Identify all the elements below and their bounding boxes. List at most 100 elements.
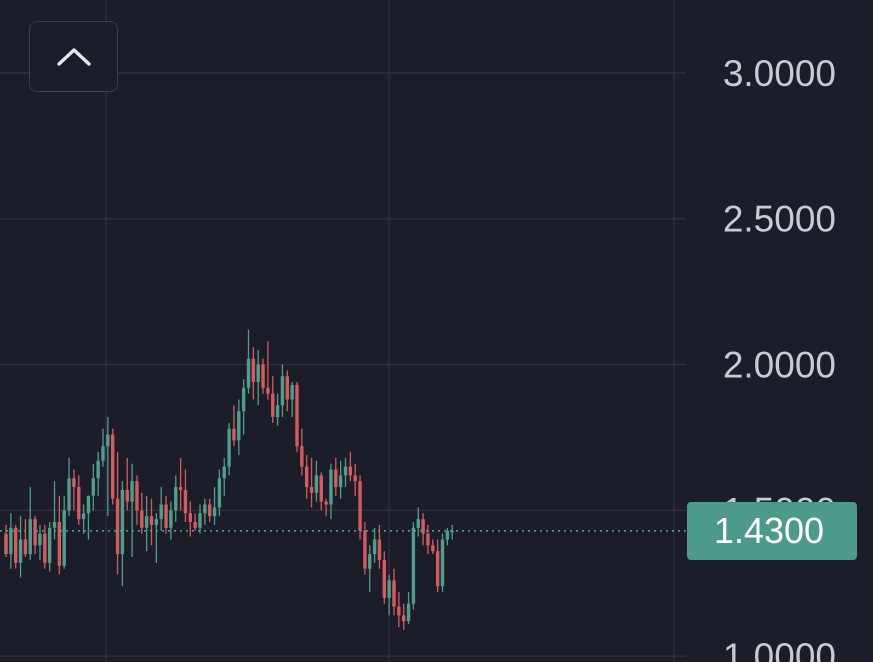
candle (81, 504, 86, 534)
candle-body (208, 504, 212, 517)
candle-body (140, 510, 144, 528)
candle-body (9, 527, 13, 555)
candle-series (4, 329, 454, 630)
candle-body (363, 530, 367, 569)
collapse-button[interactable] (29, 21, 118, 92)
candle-body (402, 615, 406, 622)
candle (77, 475, 81, 525)
candle-body (305, 466, 309, 488)
candle-body (77, 487, 81, 520)
candle (28, 487, 32, 560)
candle (372, 527, 377, 563)
candle-body (212, 507, 217, 517)
candle-body (261, 364, 265, 388)
candle (159, 487, 163, 531)
candle-body (227, 428, 231, 467)
candle-body (256, 364, 260, 383)
candle (111, 428, 115, 505)
candle-body (358, 481, 362, 531)
candle-body (338, 475, 343, 488)
candle (149, 498, 154, 546)
candle-body (33, 519, 37, 546)
candle (57, 495, 62, 575)
candle (416, 507, 420, 537)
candle-body (188, 513, 192, 523)
candle-body (47, 527, 52, 563)
candle (397, 592, 401, 628)
candle-body (149, 516, 154, 525)
candle-body (203, 504, 207, 514)
candle (314, 460, 319, 502)
candle (440, 533, 445, 593)
candle (256, 349, 260, 406)
candle (101, 428, 105, 467)
candle (198, 504, 202, 534)
candle-body (101, 446, 105, 461)
candle-body (120, 489, 125, 555)
y-tick-label: 2.5000 (723, 199, 836, 240)
candle-body (334, 469, 338, 488)
candle (72, 469, 76, 511)
candle (411, 522, 416, 610)
candle-body (319, 475, 323, 502)
candle (382, 551, 386, 604)
candle (295, 382, 299, 453)
candle (392, 568, 396, 616)
candle (232, 405, 236, 447)
candle-body (392, 580, 396, 607)
candle-body (426, 533, 430, 546)
candle-body (406, 603, 411, 622)
current-price-tag: 1.4300 (687, 501, 857, 560)
candle (4, 524, 8, 558)
candle-body (222, 466, 226, 479)
candle-body (241, 387, 246, 412)
candle (334, 457, 338, 496)
candle-body (280, 376, 285, 406)
candle (338, 460, 343, 499)
candle (237, 399, 241, 455)
candle (120, 481, 125, 587)
candle (406, 592, 411, 625)
candle-body (106, 434, 110, 447)
candle (343, 457, 348, 488)
candle (203, 498, 207, 525)
candle-body (372, 539, 377, 555)
y-tick-label: 1.0000 (723, 636, 836, 662)
candle-body (382, 559, 386, 598)
candle-body (14, 527, 18, 563)
candle-body (72, 478, 76, 488)
candle (251, 347, 256, 400)
candle (130, 463, 134, 558)
candle (193, 513, 197, 531)
candle (23, 519, 28, 558)
candle-body (174, 487, 178, 511)
candle-body (62, 510, 66, 566)
candle (174, 475, 178, 523)
candle (280, 364, 285, 418)
candle-body (115, 498, 120, 555)
candle (227, 422, 231, 476)
candle-body (183, 489, 188, 514)
candle (445, 527, 450, 546)
candle (309, 457, 314, 508)
candle-body (266, 387, 270, 394)
candle (368, 545, 372, 593)
candle (208, 498, 212, 523)
candle (9, 513, 13, 569)
candle (38, 524, 42, 560)
candle (62, 495, 66, 569)
candle (164, 495, 168, 534)
candle (154, 513, 159, 563)
candle (241, 379, 246, 435)
candle-body (130, 481, 134, 502)
candle-body (377, 539, 382, 560)
candle (290, 382, 294, 418)
candle (271, 376, 275, 423)
candle-body (86, 495, 91, 514)
candle-body (368, 554, 372, 569)
candle (67, 457, 71, 517)
candle (222, 457, 226, 496)
candle-body (125, 489, 129, 502)
